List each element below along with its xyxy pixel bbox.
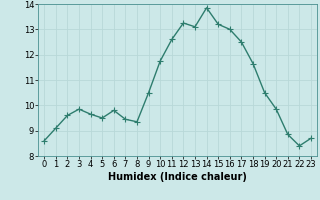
X-axis label: Humidex (Indice chaleur): Humidex (Indice chaleur) bbox=[108, 172, 247, 182]
